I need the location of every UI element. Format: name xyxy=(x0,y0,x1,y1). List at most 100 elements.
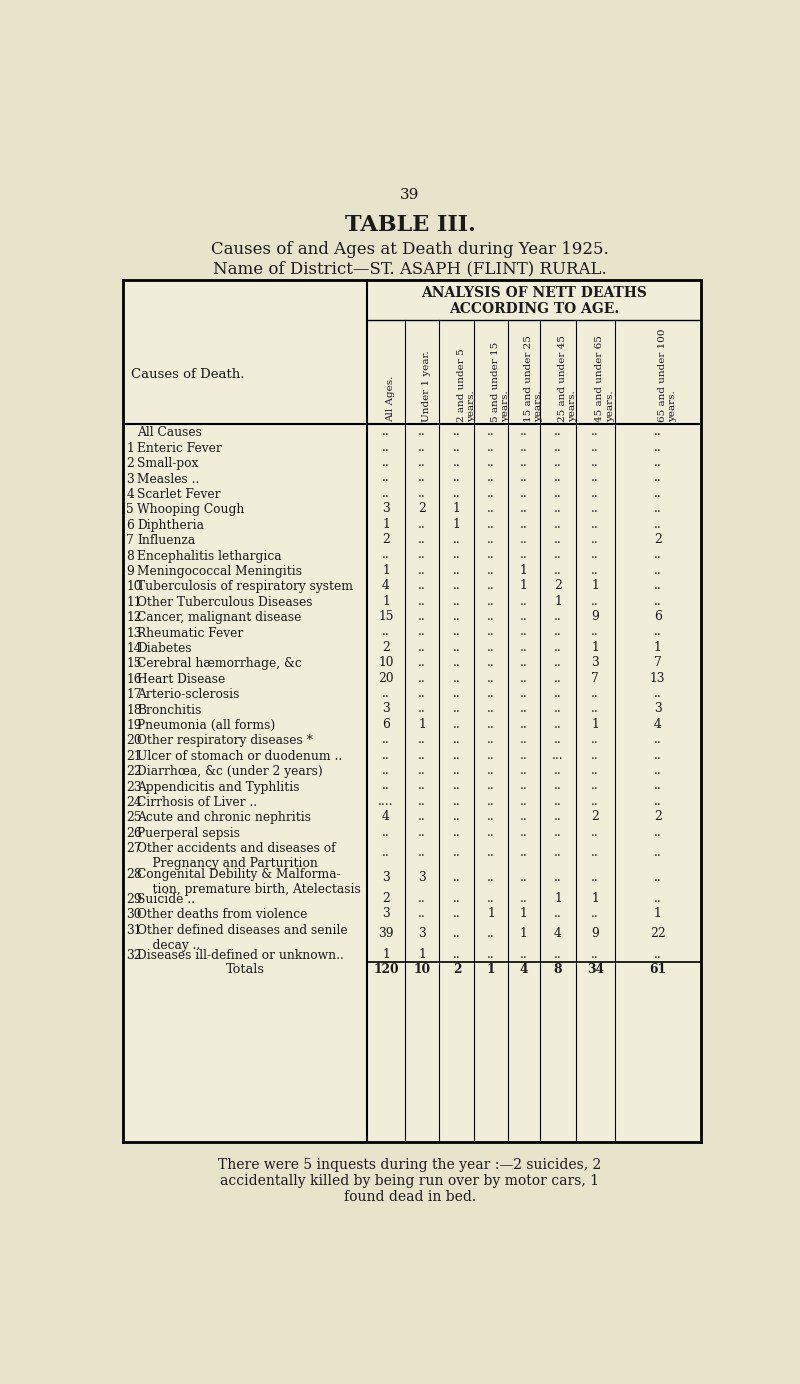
Text: 25: 25 xyxy=(126,811,142,825)
Text: Cancer, malignant disease: Cancer, malignant disease xyxy=(138,612,302,624)
Text: ..: .. xyxy=(418,610,426,623)
Text: ..: .. xyxy=(453,533,461,547)
Text: Arterio-sclerosis: Arterio-sclerosis xyxy=(138,688,239,702)
Text: ..: .. xyxy=(654,749,662,761)
Text: ..: .. xyxy=(487,563,495,577)
Text: 4: 4 xyxy=(654,718,662,731)
Text: 4: 4 xyxy=(382,580,390,592)
Text: ..: .. xyxy=(453,703,461,716)
Text: 3: 3 xyxy=(382,908,390,920)
Text: ..: .. xyxy=(453,749,461,761)
Text: 3: 3 xyxy=(654,703,662,716)
Text: 22: 22 xyxy=(650,927,666,940)
Text: ..: .. xyxy=(453,580,461,592)
Text: ..: .. xyxy=(520,734,528,746)
Text: ..: .. xyxy=(382,487,390,500)
Text: ..: .. xyxy=(591,779,599,793)
Text: ..: .. xyxy=(520,794,528,808)
Text: 16: 16 xyxy=(126,673,142,685)
Text: ..: .. xyxy=(554,794,562,808)
Text: ..: .. xyxy=(591,749,599,761)
Text: ..: .. xyxy=(453,846,461,858)
Text: ..: .. xyxy=(554,425,562,439)
Text: 19: 19 xyxy=(126,718,142,732)
Text: Puerperal sepsis: Puerperal sepsis xyxy=(138,826,240,840)
Text: ..: .. xyxy=(418,487,426,500)
Text: 28: 28 xyxy=(126,868,142,880)
Text: 20: 20 xyxy=(126,735,142,747)
Text: ..: .. xyxy=(554,457,562,469)
Text: ..: .. xyxy=(487,502,495,515)
Text: ..: .. xyxy=(591,948,599,960)
Text: ..: .. xyxy=(453,595,461,608)
Text: ..: .. xyxy=(554,718,562,731)
Text: ..: .. xyxy=(520,718,528,731)
Text: ..: .. xyxy=(487,703,495,716)
Text: ..: .. xyxy=(654,440,662,454)
Text: Totals: Totals xyxy=(226,963,265,977)
Text: ..: .. xyxy=(654,626,662,638)
Text: Influenza: Influenza xyxy=(138,534,195,547)
Text: ..: .. xyxy=(418,518,426,530)
Text: 29: 29 xyxy=(126,893,142,907)
Text: ..: .. xyxy=(418,563,426,577)
Text: ..: .. xyxy=(591,425,599,439)
Text: Diarrhœa, &c (under 2 years): Diarrhœa, &c (under 2 years) xyxy=(138,765,323,778)
Text: ..: .. xyxy=(520,703,528,716)
Text: ..: .. xyxy=(418,686,426,700)
Text: 31: 31 xyxy=(126,923,142,937)
Text: 3: 3 xyxy=(591,656,599,670)
Text: ..: .. xyxy=(591,472,599,484)
Text: 2: 2 xyxy=(591,810,599,823)
Text: ..: .. xyxy=(591,518,599,530)
Text: ..: .. xyxy=(487,826,495,839)
Text: ..: .. xyxy=(382,779,390,793)
Text: ..: .. xyxy=(654,948,662,960)
Text: ..: .. xyxy=(554,641,562,653)
Text: ..: .. xyxy=(554,871,562,884)
Text: Heart Disease: Heart Disease xyxy=(138,673,226,685)
Text: 1: 1 xyxy=(520,580,528,592)
Text: 26: 26 xyxy=(126,826,142,840)
Text: 10: 10 xyxy=(414,963,430,977)
Text: ..: .. xyxy=(487,610,495,623)
Text: ..: .. xyxy=(591,626,599,638)
Text: 1: 1 xyxy=(591,580,599,592)
Text: 15: 15 xyxy=(126,657,142,670)
Text: 2 and under 5
years.: 2 and under 5 years. xyxy=(457,349,476,422)
Text: 2: 2 xyxy=(453,963,461,977)
Text: ....: .... xyxy=(378,794,394,808)
Text: ..: .. xyxy=(520,626,528,638)
Text: ..: .. xyxy=(418,779,426,793)
Text: ..: .. xyxy=(591,686,599,700)
Text: ..: .. xyxy=(487,891,495,905)
Text: 3: 3 xyxy=(382,703,390,716)
Text: 3: 3 xyxy=(418,927,426,940)
Text: 1: 1 xyxy=(654,908,662,920)
Text: 1: 1 xyxy=(487,908,495,920)
Text: ..: .. xyxy=(654,826,662,839)
Text: ..: .. xyxy=(487,718,495,731)
Text: ..: .. xyxy=(453,871,461,884)
Text: Encephalitis lethargica: Encephalitis lethargica xyxy=(138,549,282,562)
Text: ..: .. xyxy=(520,749,528,761)
Text: ..: .. xyxy=(554,948,562,960)
Text: ..: .. xyxy=(418,846,426,858)
Text: ..: .. xyxy=(382,548,390,562)
Text: ..: .. xyxy=(520,891,528,905)
Text: 30: 30 xyxy=(126,908,142,922)
Text: Other accidents and diseases of
    Pregnancy and Parturition: Other accidents and diseases of Pregnanc… xyxy=(138,841,336,871)
Text: Other respiratory diseases *: Other respiratory diseases * xyxy=(138,735,313,747)
Text: ..: .. xyxy=(591,440,599,454)
Text: ..: .. xyxy=(382,425,390,439)
Text: ..: .. xyxy=(554,826,562,839)
Text: 7: 7 xyxy=(591,671,599,685)
Text: 4: 4 xyxy=(126,489,134,501)
Text: 8: 8 xyxy=(126,549,134,562)
Text: ..: .. xyxy=(487,810,495,823)
Text: ..: .. xyxy=(591,764,599,776)
Text: ..: .. xyxy=(453,548,461,562)
Text: 1: 1 xyxy=(453,518,461,530)
Text: 7: 7 xyxy=(126,534,134,547)
Text: ..: .. xyxy=(418,641,426,653)
